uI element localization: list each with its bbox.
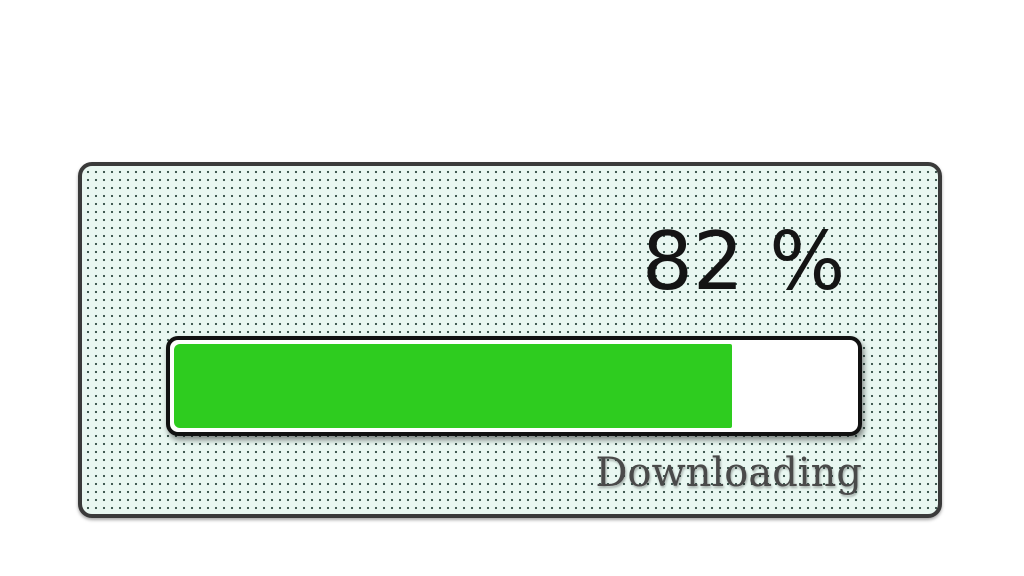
progress-bar-fill [174,344,732,428]
progress-bar-track [166,336,862,436]
download-status-label: Downloading [595,450,862,496]
download-progress-panel: 82 % Downloading [78,162,942,518]
progress-percent-label: 82 % [642,215,846,308]
